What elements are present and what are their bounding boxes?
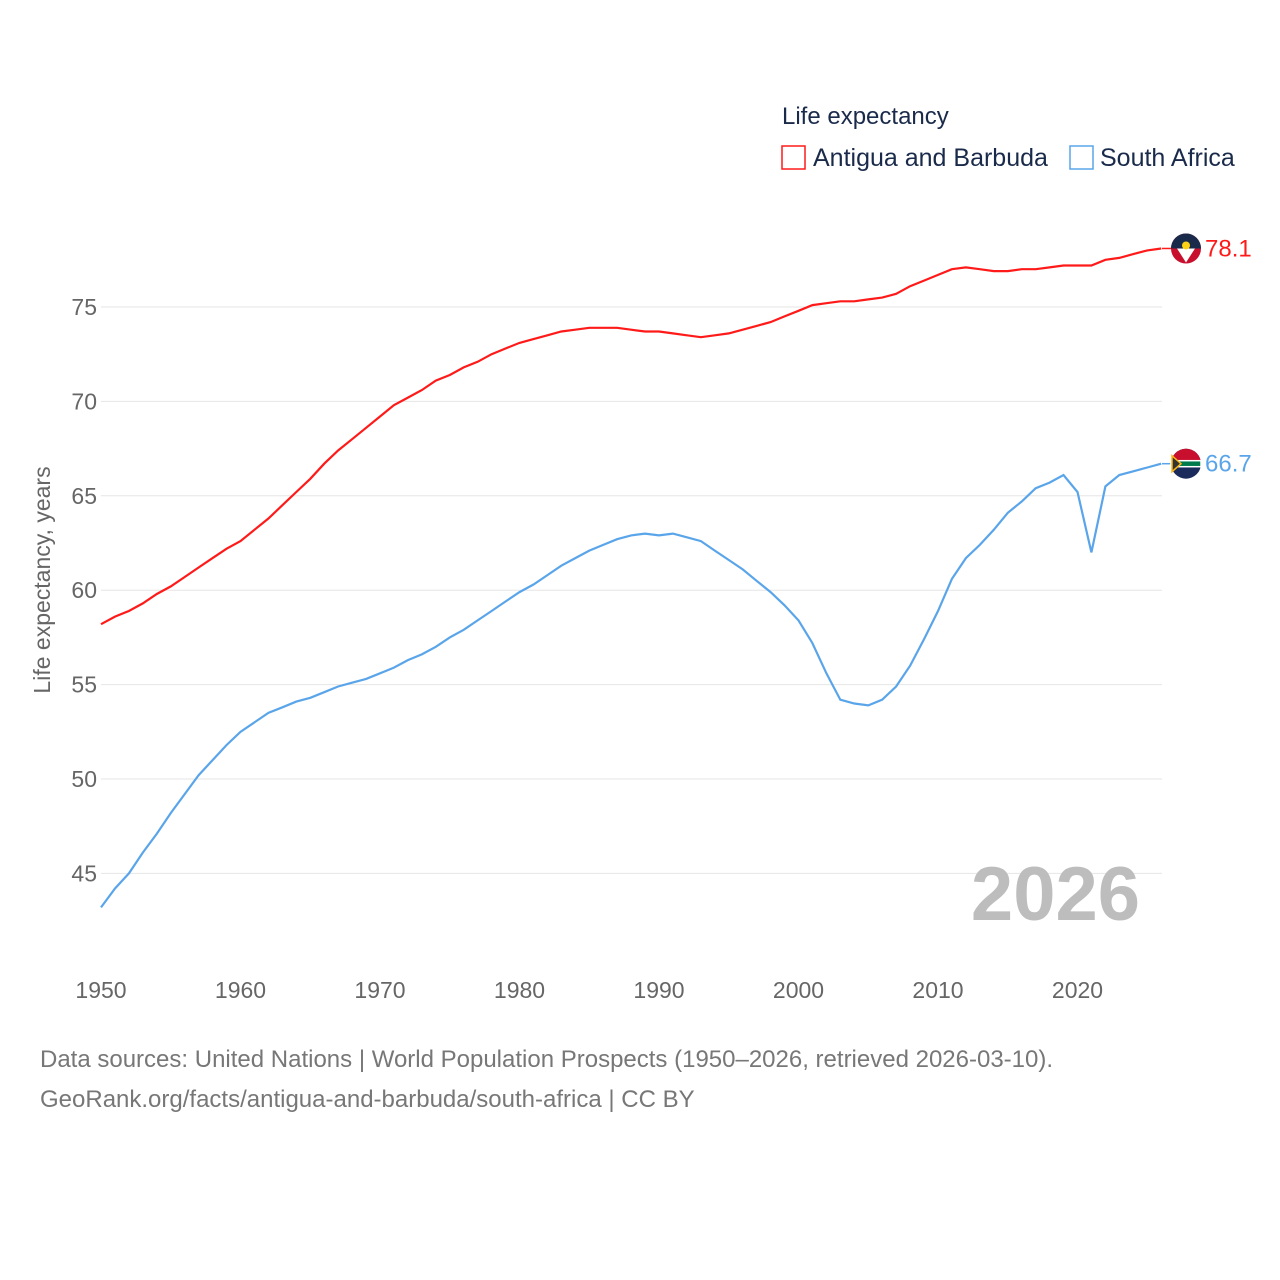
year-watermark: 2026 [971, 852, 1140, 937]
y-tick-label: 50 [71, 766, 97, 792]
y-tick-label: 75 [71, 294, 97, 320]
series-line-0 [100, 247, 1162, 626]
x-tick-label: 2010 [912, 977, 963, 1003]
x-tick-label: 1980 [494, 977, 545, 1003]
antigua-flag-icon [1171, 233, 1201, 264]
series-line-1 [100, 462, 1162, 909]
x-tick-label: 2020 [1052, 977, 1103, 1003]
x-tick-label: 1970 [354, 977, 405, 1003]
south-africa-flag-icon [1170, 448, 1202, 479]
x-tick-label: 1960 [215, 977, 266, 1003]
data-source-text: Data sources: United Nations | World Pop… [40, 1046, 1054, 1073]
legend-item-south-africa[interactable]: South Africa [1069, 144, 1235, 172]
x-axis-ticks: 1950 1960 1970 1980 1990 2000 2010 2020 [75, 977, 1103, 1003]
legend-title: Life expectancy [782, 103, 949, 130]
end-value-label: 66.7 [1205, 451, 1252, 478]
x-tick-label: 2000 [773, 977, 824, 1003]
end-value-label: 78.1 [1205, 235, 1252, 262]
series-lines [100, 247, 1162, 909]
legend-label: Antigua and Barbuda [813, 144, 1048, 172]
legend-label: South Africa [1100, 144, 1235, 172]
gridlines [101, 306, 1162, 874]
y-tick-label: 60 [71, 577, 97, 603]
source-link[interactable]: GeoRank.org/facts/antigua-and-barbuda/so… [40, 1086, 695, 1113]
series-end-markers: 78.1 66.7 [1162, 233, 1252, 479]
y-tick-label: 65 [71, 483, 97, 509]
legend-item-antigua[interactable]: Antigua and Barbuda [781, 144, 1048, 172]
y-tick-label: 55 [71, 672, 97, 698]
x-tick-label: 1990 [633, 977, 684, 1003]
y-tick-label: 45 [71, 860, 97, 886]
legend-swatch [781, 145, 806, 170]
x-tick-label: 1950 [75, 977, 126, 1003]
y-axis-ticks: 45 50 55 60 65 70 75 [71, 294, 97, 886]
y-tick-label: 70 [71, 388, 97, 414]
legend-swatch [1069, 145, 1094, 170]
y-axis-label: Life expectancy, years [29, 466, 55, 693]
